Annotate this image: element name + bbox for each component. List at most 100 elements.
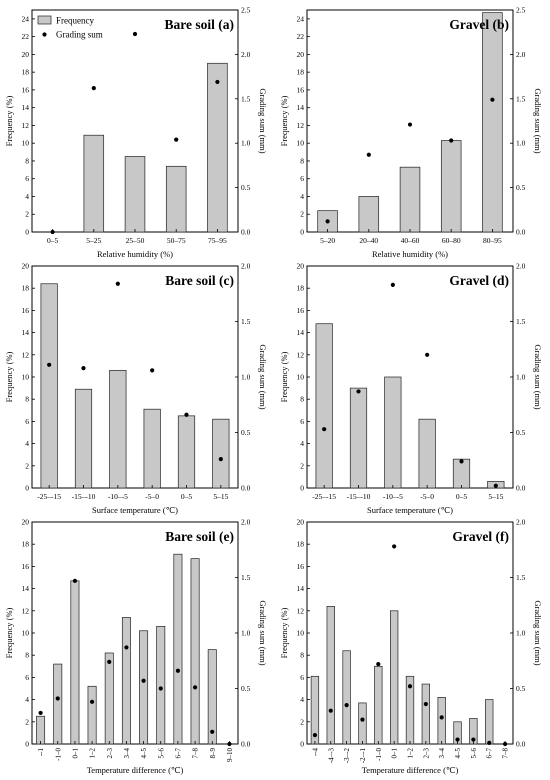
right-tick-label: 1.5 (241, 317, 251, 326)
x-tick-label: 5–15 (213, 492, 228, 501)
left-tick-label: 0 (25, 740, 29, 749)
left-tick-label: 14 (297, 103, 305, 112)
plot-frame (306, 265, 514, 489)
frequency-bar (40, 283, 58, 489)
chart-panel-f: 0 2 4 6 8 10 12 14 16 18 20 0.0 0.5 1.0 1.5 2.0 --4 -4–-3… (279, 518, 543, 776)
right-tick-label: 0.0 (516, 228, 526, 237)
left-tick-label: 10 (22, 373, 30, 382)
frequency-bar (36, 715, 46, 745)
x-tick-label: 5–6 (470, 748, 478, 759)
x-tick-label: -5–0 (145, 492, 159, 501)
grading-sum-dot (218, 457, 223, 462)
x-axis-title: Surface temperature (℃) (92, 505, 178, 515)
left-tick-label: 6 (25, 174, 29, 183)
right-tick-label: 2.0 (516, 518, 526, 527)
left-tick-label: 12 (22, 350, 30, 359)
left-tick-label: 14 (297, 328, 305, 337)
x-tick-label: 9–10 (226, 748, 234, 763)
frequency-bar (207, 62, 228, 233)
left-tick-label: 14 (22, 584, 30, 593)
grading-sum-dot (439, 715, 444, 720)
grading-sum-dot (325, 219, 330, 224)
right-tick-label: 1.0 (241, 139, 251, 148)
frequency-bar (53, 663, 63, 745)
plot-frame (31, 265, 239, 489)
left-tick-label: 4 (25, 192, 29, 201)
legend-bar-swatch (37, 15, 52, 25)
frequency-bar (173, 553, 183, 745)
y-axis-title: Frequency (%) (4, 95, 14, 146)
grading-sum-dot (124, 645, 129, 650)
left-tick-label: 18 (297, 68, 305, 77)
right-tick-label: 0.0 (516, 484, 526, 493)
x-tick-label: 1–2 (89, 748, 97, 759)
grading-sum-dot (360, 717, 365, 722)
grading-sum-dot (55, 696, 60, 701)
frequency-bar (315, 323, 333, 489)
x-tick-label: 2–3 (422, 748, 430, 759)
left-tick-label: 12 (297, 606, 305, 615)
grading-sum-dot (366, 152, 371, 157)
left-tick-label: 6 (25, 673, 29, 682)
right-tick-label: 2.0 (516, 262, 526, 271)
frequency-bar (83, 134, 105, 233)
frequency-bar (326, 606, 335, 745)
panel-title: Gravel (b) (449, 17, 509, 32)
left-tick-label: 16 (22, 85, 30, 94)
y2-axis-title: Grading sum (mm) (533, 344, 543, 409)
y2-axis-title: Grading sum (mm) (258, 88, 268, 153)
chart-panel-c: 0 2 4 6 8 10 12 14 16 18 20 0.0 0.5 1.0 1.5 2.0 -25–-15 -… (4, 262, 268, 516)
frequency-bar (452, 458, 471, 489)
panel-title: Bare soil (e) (165, 529, 234, 544)
frequency-bar (390, 610, 399, 745)
left-tick-label: 18 (22, 284, 30, 293)
left-tick-label: 10 (22, 629, 30, 638)
right-tick-label: 0.5 (241, 183, 251, 192)
left-tick-label: 8 (25, 651, 29, 660)
grading-sum-dot (344, 703, 349, 708)
left-tick-label: 20 (297, 50, 305, 59)
frequency-bar (349, 387, 368, 489)
left-tick-label: 20 (22, 50, 30, 59)
left-tick-label: 24 (297, 14, 305, 23)
panel-title: Gravel (d) (449, 273, 509, 288)
left-tick-label: 0 (300, 740, 304, 749)
x-tick-label: 5–15 (488, 492, 503, 501)
frequency-bar (485, 699, 494, 745)
x-tick-label: 4–5 (454, 748, 462, 759)
right-tick-label: 0.0 (516, 740, 526, 749)
grading-sum-dot (312, 733, 318, 738)
chart-panel-b: 0246810121416182022240.00.51.01.52.02.55… (279, 6, 543, 260)
right-tick-label: 2.0 (241, 262, 251, 271)
x-tick-label: 2–3 (106, 748, 114, 759)
frequency-bar (399, 166, 421, 233)
left-tick-label: 10 (22, 139, 30, 148)
grading-sum-dot (175, 668, 181, 673)
left-tick-label: 18 (297, 284, 305, 293)
right-tick-label: 0.0 (241, 740, 251, 749)
grading-sum-dot (210, 729, 215, 734)
right-tick-label: 1.5 (516, 317, 526, 326)
left-tick-label: 6 (300, 417, 304, 426)
left-tick-label: 2 (25, 717, 29, 726)
grading-sum-dot (47, 362, 52, 367)
grading-sum-dot (471, 737, 476, 742)
x-tick-label: 25–50 (126, 236, 145, 245)
right-tick-label: 0.0 (241, 228, 251, 237)
left-tick-label: 22 (297, 32, 305, 41)
x-tick-label: -4–-3 (327, 748, 335, 764)
x-axis-title: Relative humidity (%) (372, 249, 448, 259)
left-tick-label: 4 (25, 695, 29, 704)
left-tick-label: 2 (300, 210, 304, 219)
x-tick-label: 75–95 (208, 236, 227, 245)
right-tick-label: 1.5 (241, 573, 251, 582)
right-tick-label: 2.0 (241, 518, 251, 527)
grading-sum-dot (459, 459, 464, 464)
left-tick-label: 16 (22, 306, 30, 315)
frequency-bar (124, 156, 146, 233)
frequency-bar (437, 697, 446, 745)
x-tick-label: 0–5 (181, 492, 193, 501)
frequency-bar (342, 650, 351, 745)
left-tick-label: 8 (25, 156, 29, 165)
